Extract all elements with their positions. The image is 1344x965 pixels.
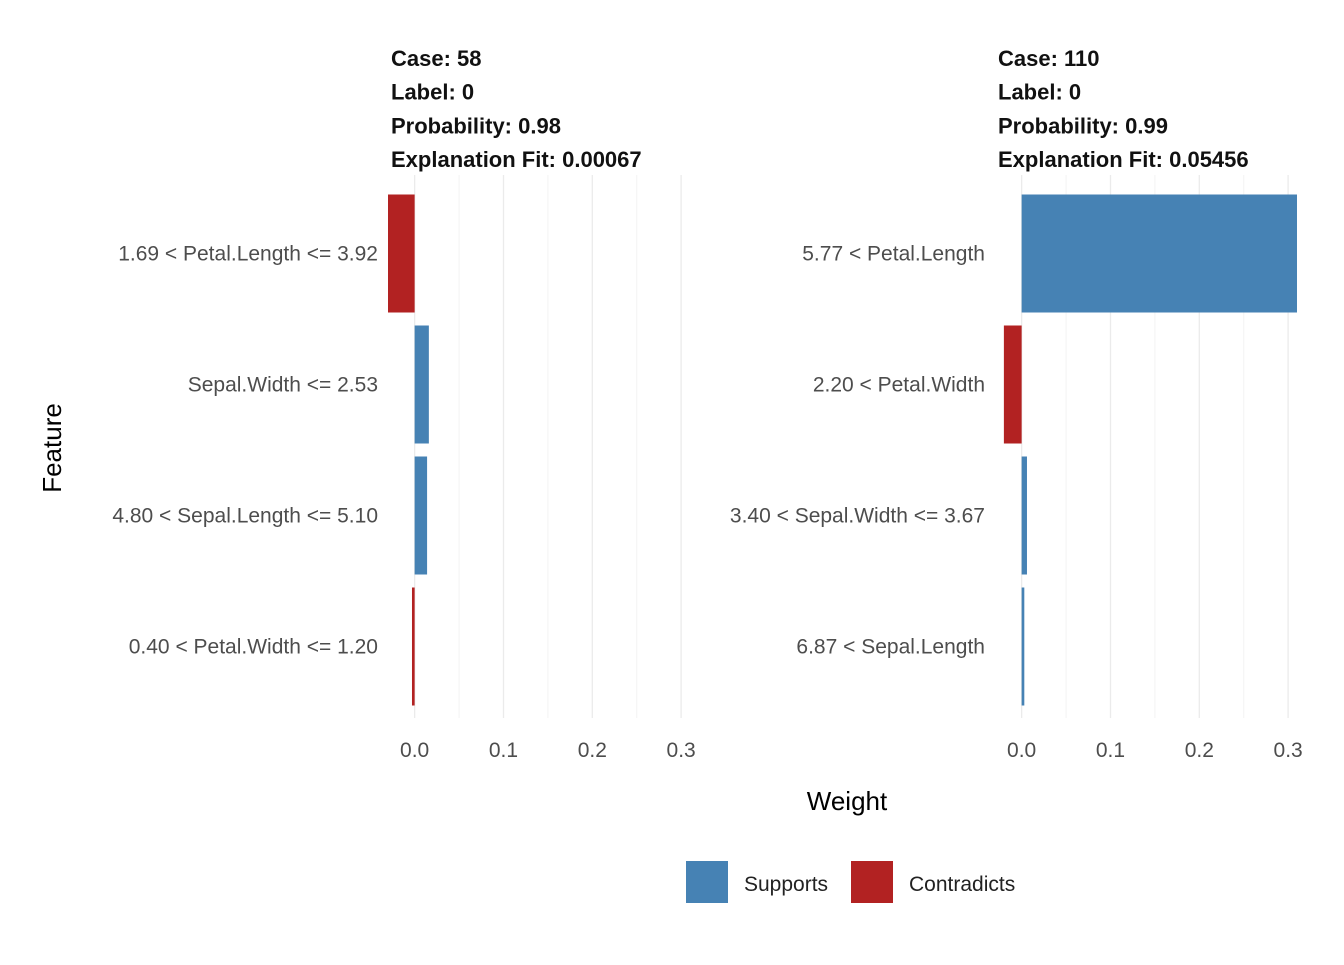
feature-bar [411,587,415,706]
legend-swatch [851,861,893,903]
feature-bar [1003,325,1022,444]
feature-label: 6.87 < Sepal.Length [796,636,985,659]
facet-header-line: Label: 0 [998,80,1081,105]
feature-label: 0.40 < Petal.Width <= 1.20 [129,636,378,659]
x-tick-label: 0.2 [1185,739,1214,762]
feature-label: 2.20 < Petal.Width [813,374,985,397]
x-tick-label: 0.1 [489,739,518,762]
feature-bar [388,194,415,313]
x-tick-label: 0.3 [1274,739,1303,762]
feature-bar [414,325,429,444]
facet-header-line: Explanation Fit: 0.00067 [391,147,642,172]
feature-label: Sepal.Width <= 2.53 [188,374,378,397]
feature-bar [414,456,428,575]
feature-label: 1.69 < Petal.Length <= 3.92 [118,243,378,266]
feature-label: 5.77 < Petal.Length [802,243,985,266]
feature-label: 3.40 < Sepal.Width <= 3.67 [730,505,985,528]
legend-label: Supports [744,873,828,896]
x-tick-label: 0.0 [1007,739,1036,762]
legend-label: Contradicts [909,873,1015,896]
facet-header-line: Explanation Fit: 0.05456 [998,147,1249,172]
x-tick-label: 0.3 [667,739,696,762]
legend-swatch [686,861,728,903]
facet-header-line: Label: 0 [391,80,474,105]
feature-label: 4.80 < Sepal.Length <= 5.10 [112,505,378,528]
y-axis-title: Feature [37,403,67,493]
facet-header-line: Probability: 0.99 [998,113,1168,138]
facet-header-line: Probability: 0.98 [391,113,561,138]
facet-header-line: Case: 110 [998,46,1100,71]
x-axis-title: Weight [807,786,888,816]
x-tick-label: 0.0 [400,739,429,762]
feature-bar [1021,456,1027,575]
facet-header-line: Case: 58 [391,46,482,71]
x-tick-label: 0.1 [1096,739,1125,762]
feature-bar [1021,194,1297,313]
feature-bar [1021,587,1025,706]
x-tick-label: 0.2 [578,739,607,762]
